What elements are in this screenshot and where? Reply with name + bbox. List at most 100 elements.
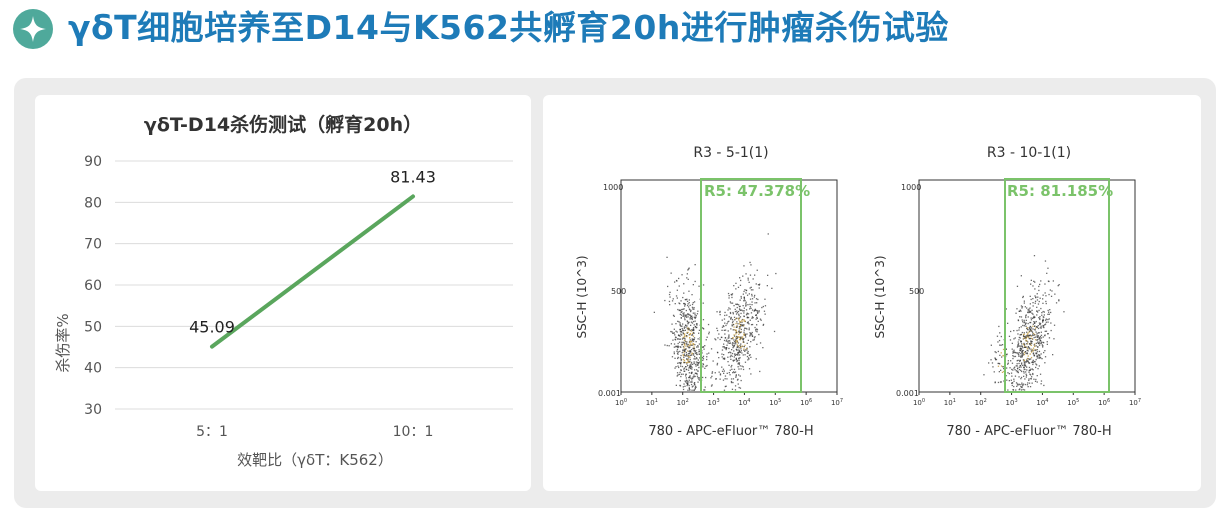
event-dot bbox=[732, 320, 734, 322]
event-dot bbox=[1040, 357, 1042, 359]
event-dot bbox=[691, 329, 693, 331]
event-dot bbox=[743, 310, 745, 312]
event-dot bbox=[998, 325, 1000, 328]
event-dot bbox=[738, 330, 740, 333]
event-dot bbox=[653, 311, 655, 313]
event-dot bbox=[1023, 361, 1025, 363]
event-dot bbox=[743, 320, 745, 322]
event-dot bbox=[734, 353, 736, 355]
event-dot bbox=[743, 349, 745, 351]
event-dot bbox=[1023, 342, 1025, 345]
event-dot bbox=[726, 314, 728, 316]
event-dot bbox=[681, 352, 683, 354]
event-dot bbox=[1032, 363, 1034, 366]
event-dot bbox=[748, 368, 751, 370]
event-dot bbox=[1019, 359, 1021, 362]
event-dot bbox=[1019, 365, 1021, 367]
event-dot bbox=[694, 344, 696, 346]
event-dot bbox=[1026, 349, 1028, 351]
event-dot bbox=[714, 338, 716, 340]
event-dot bbox=[737, 286, 740, 288]
event-dot bbox=[763, 310, 766, 312]
x-tick-label: 105 bbox=[769, 398, 781, 407]
event-dot bbox=[690, 321, 693, 323]
event-dot bbox=[682, 349, 684, 351]
event-dot bbox=[731, 349, 733, 351]
event-dot bbox=[687, 316, 689, 318]
event-dot bbox=[735, 333, 737, 335]
event-dot bbox=[1027, 334, 1029, 336]
event-dot bbox=[739, 326, 741, 328]
event-dot bbox=[692, 344, 694, 346]
event-dot bbox=[758, 287, 760, 289]
event-dot bbox=[705, 376, 707, 379]
event-dot bbox=[723, 343, 725, 345]
event-dot bbox=[681, 365, 684, 368]
event-dot bbox=[679, 322, 681, 324]
event-dot bbox=[756, 269, 758, 271]
event-dot bbox=[995, 351, 997, 354]
event-dot bbox=[704, 345, 706, 347]
event-dot bbox=[1039, 323, 1041, 326]
event-dot bbox=[1017, 343, 1019, 346]
event-dot bbox=[1026, 359, 1028, 361]
event-dot bbox=[736, 310, 738, 312]
event-dot bbox=[737, 345, 739, 347]
event-dot bbox=[683, 361, 686, 364]
event-dot bbox=[1016, 363, 1018, 365]
event-dot bbox=[1028, 335, 1030, 337]
event-dot bbox=[689, 365, 691, 367]
event-dot bbox=[689, 333, 692, 335]
event-dot bbox=[692, 347, 694, 349]
event-dot bbox=[743, 315, 745, 317]
event-dot bbox=[1017, 344, 1019, 346]
event-dot bbox=[1033, 354, 1035, 356]
event-dot bbox=[1049, 309, 1051, 311]
event-dot bbox=[759, 342, 762, 344]
event-dot bbox=[738, 349, 740, 351]
event-dot bbox=[1034, 327, 1037, 329]
event-dot bbox=[728, 295, 730, 297]
event-dot bbox=[684, 343, 686, 345]
event-dot bbox=[697, 377, 699, 379]
event-dot bbox=[675, 384, 677, 386]
event-dot bbox=[1048, 311, 1050, 313]
event-dot bbox=[1029, 330, 1031, 332]
event-dot bbox=[1021, 319, 1023, 321]
event-dot bbox=[691, 354, 693, 356]
event-dot bbox=[736, 360, 738, 363]
event-dot bbox=[719, 373, 722, 375]
event-dot bbox=[719, 338, 721, 341]
event-dot bbox=[1037, 311, 1039, 313]
event-dot bbox=[1039, 355, 1041, 357]
event-dot bbox=[688, 299, 690, 301]
event-dot bbox=[739, 387, 742, 389]
event-dot bbox=[1022, 352, 1024, 354]
event-dot bbox=[711, 384, 713, 386]
event-dot bbox=[694, 320, 696, 322]
event-dot bbox=[1023, 321, 1026, 323]
event-dot bbox=[738, 351, 740, 354]
event-dot bbox=[682, 341, 685, 343]
event-dot bbox=[728, 320, 730, 322]
event-dot bbox=[1016, 285, 1019, 287]
x-tick-label: 5：1 bbox=[196, 424, 228, 440]
event-dot bbox=[1025, 322, 1027, 324]
event-dot bbox=[1008, 373, 1010, 375]
event-dot bbox=[738, 313, 740, 315]
event-dot bbox=[1030, 317, 1032, 319]
event-dot bbox=[678, 362, 680, 364]
event-dot bbox=[1026, 384, 1029, 386]
event-dot bbox=[689, 339, 691, 341]
event-dot bbox=[702, 346, 705, 348]
event-dot bbox=[1000, 344, 1002, 346]
event-dot bbox=[721, 326, 724, 328]
event-dot bbox=[1023, 351, 1026, 354]
event-dot bbox=[1038, 341, 1040, 343]
event-dot bbox=[737, 363, 739, 365]
event-dot bbox=[670, 343, 672, 345]
event-dot bbox=[698, 377, 700, 379]
event-dot bbox=[740, 336, 742, 338]
event-dot bbox=[685, 366, 687, 368]
event-dot bbox=[677, 308, 679, 311]
